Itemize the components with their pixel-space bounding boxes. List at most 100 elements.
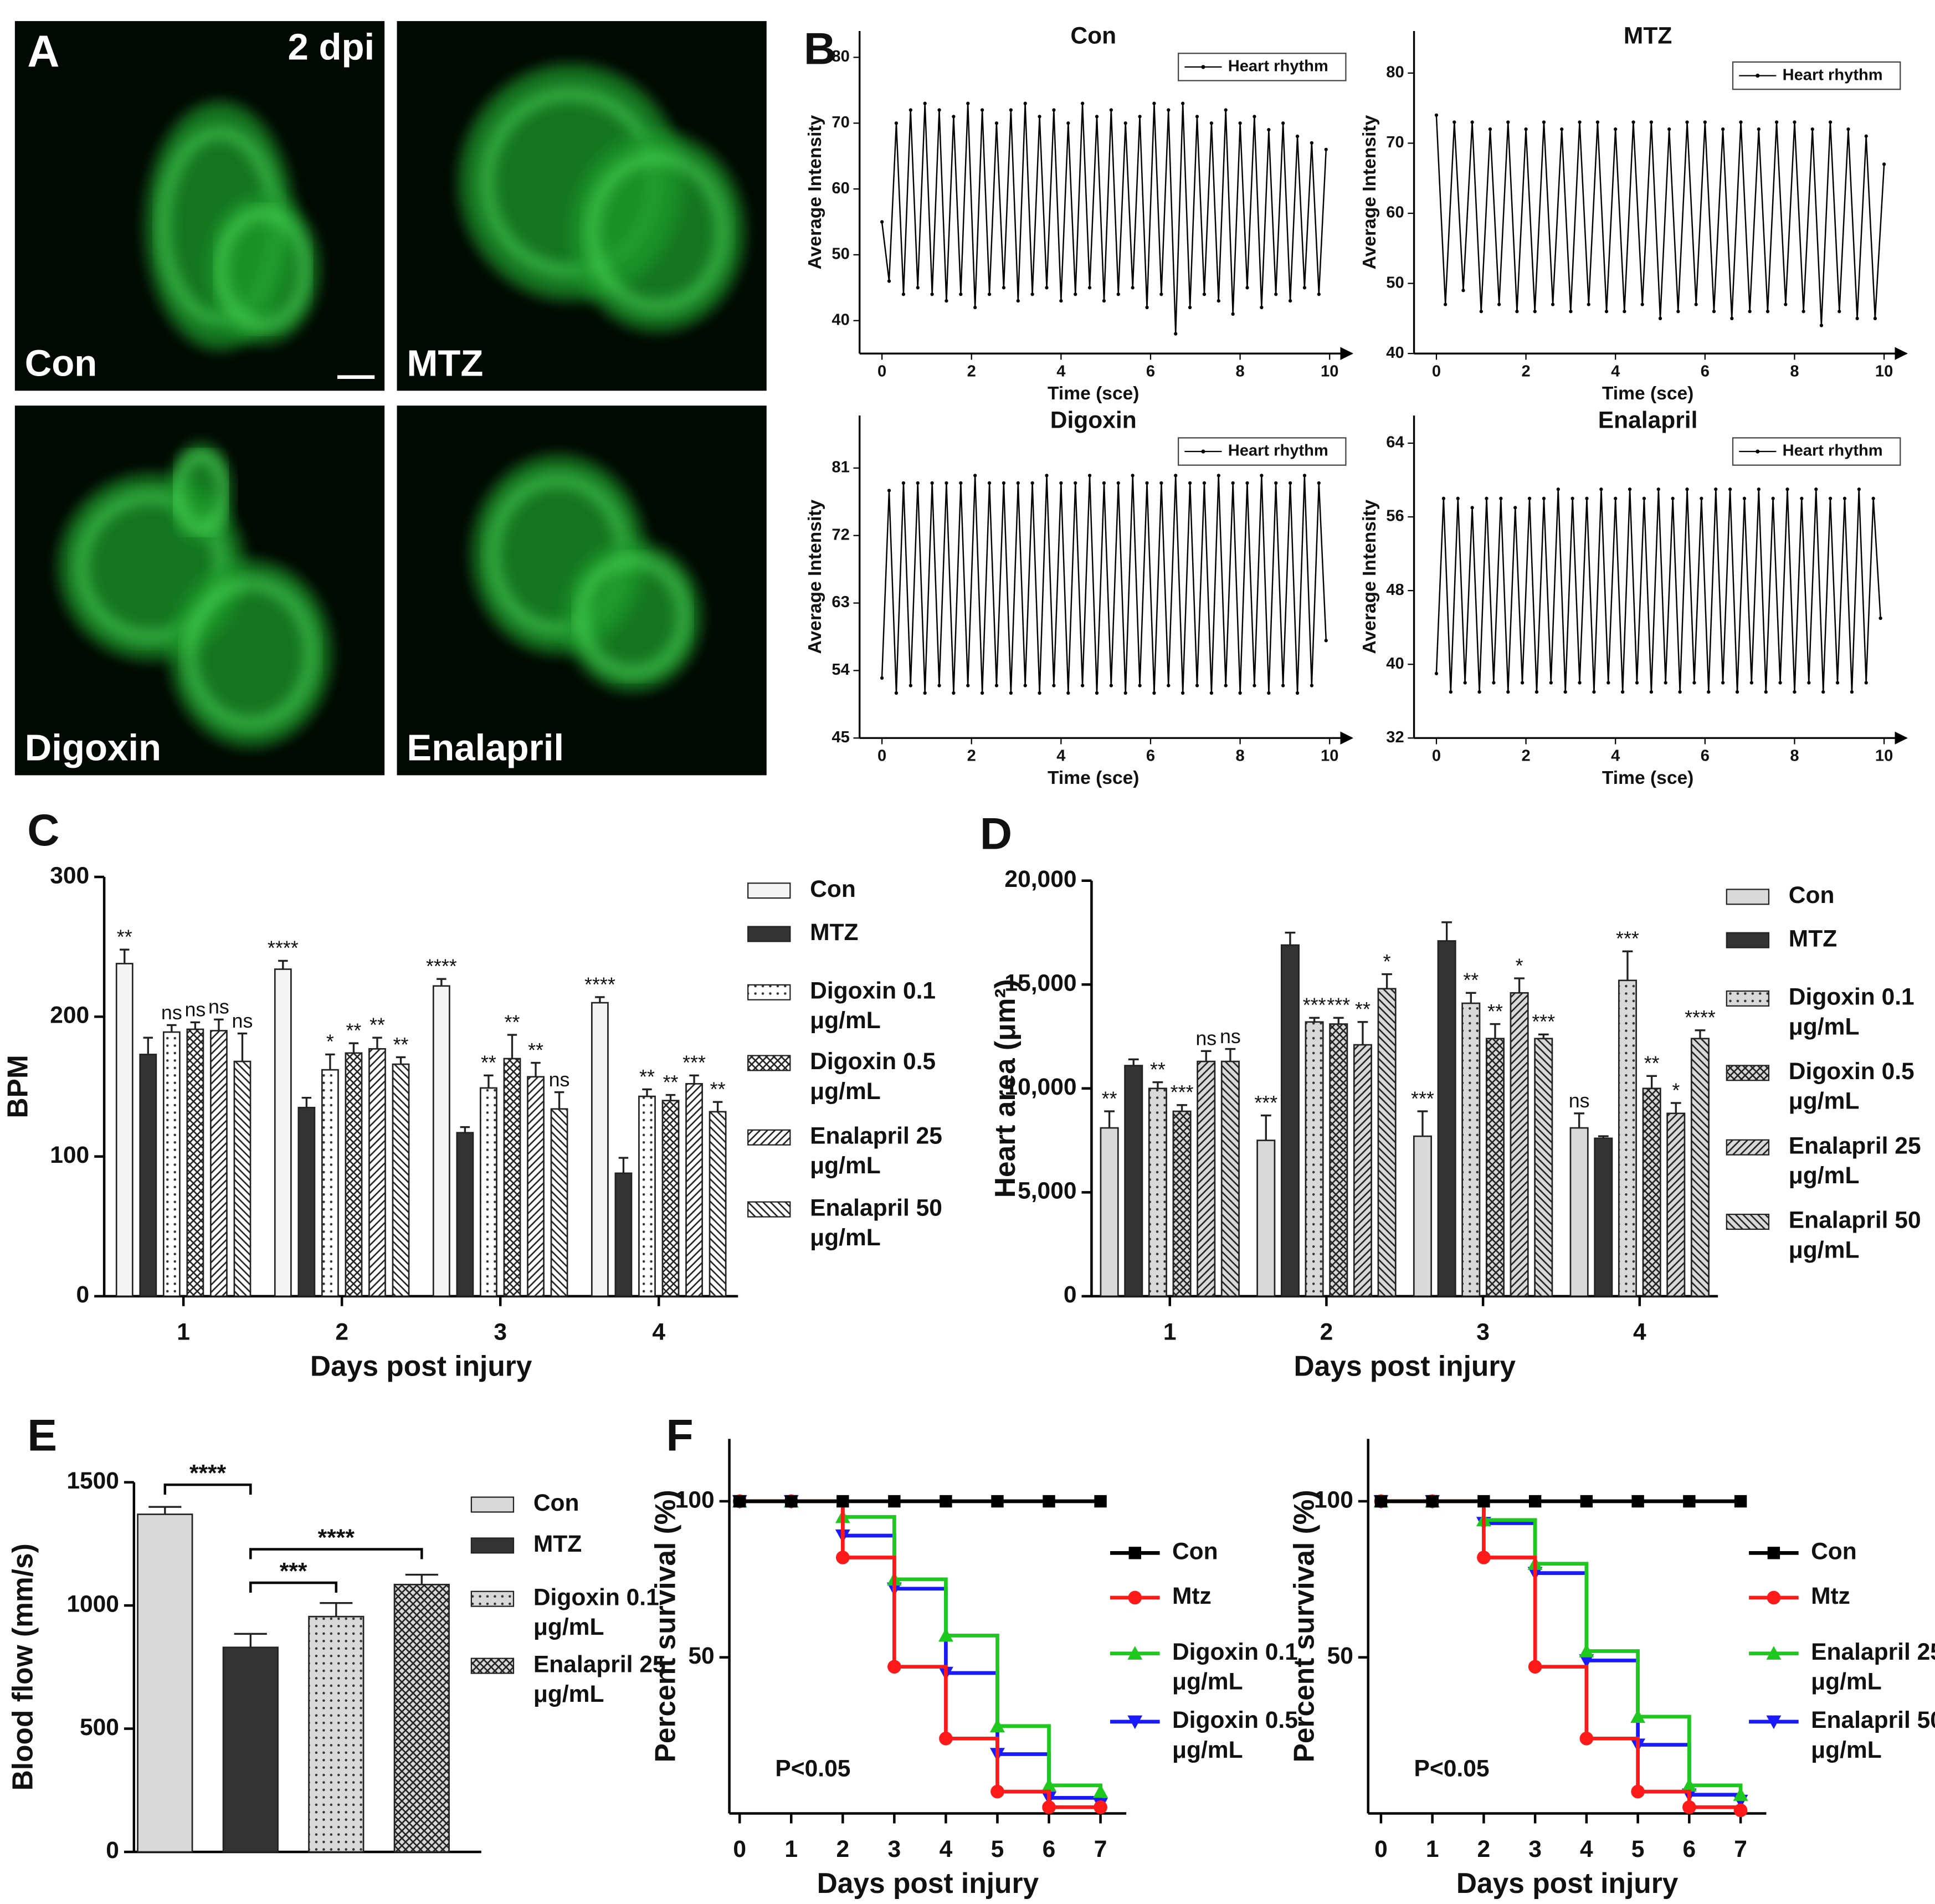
point [1587, 302, 1590, 306]
x-tick-label: 2 [1477, 1836, 1491, 1862]
marker [940, 1495, 952, 1508]
legend-label: Enalapril 25 μg/mL [533, 1652, 666, 1708]
point [1138, 115, 1142, 119]
y-tick-label: 80 [1386, 64, 1404, 81]
significance-label: ns [232, 1010, 253, 1032]
y-tick-label: 1000 [66, 1590, 119, 1617]
y-tick-label: 40 [832, 311, 849, 329]
legend-swatch [470, 1590, 515, 1607]
point [1310, 141, 1314, 145]
point [1882, 162, 1886, 166]
point [1174, 474, 1178, 478]
legend-box [1732, 61, 1901, 90]
point [923, 101, 927, 105]
marker [1734, 1495, 1747, 1508]
significance-label: ** [117, 926, 132, 948]
legend-swatch [1726, 1139, 1770, 1156]
point [1302, 474, 1307, 478]
legend-dot [1756, 74, 1760, 78]
point [1295, 134, 1300, 138]
legend-swatch [747, 984, 791, 1000]
point [1470, 506, 1474, 510]
point [937, 108, 941, 112]
comparison-bracket [163, 1483, 252, 1495]
chart-title: Enalapril [1598, 407, 1698, 434]
x-tick-label: 6 [1043, 1836, 1056, 1862]
legend-label: Digoxin 0.5 μg/mL [810, 1049, 936, 1106]
point [1174, 332, 1178, 336]
bar [162, 1031, 181, 1297]
point [973, 305, 977, 310]
bar [321, 1069, 339, 1297]
x-tick-label: 1 [784, 1836, 798, 1862]
y-tick-label: 80 [832, 48, 849, 65]
legend-label-box: Enalapril 50 μg/mL [1789, 1208, 1921, 1264]
marker [887, 1660, 901, 1674]
legend-label: Digoxin 0.1 μg/mL [533, 1585, 659, 1641]
point [1181, 691, 1185, 695]
point [1678, 690, 1682, 694]
legend-label-box: Con [533, 1491, 579, 1517]
significance-label: ** [369, 1014, 385, 1036]
bar [1485, 1038, 1505, 1297]
marker [990, 1718, 1005, 1732]
point [1131, 286, 1135, 290]
marker [1477, 1495, 1490, 1508]
x-tick-label: 2 [1320, 1318, 1333, 1345]
point [1549, 681, 1553, 685]
marker [1767, 1590, 1781, 1605]
marker [1580, 1495, 1593, 1508]
survival-line [740, 1499, 1102, 1792]
legend-label-box: Enalapril 25 μg/mL [1811, 1640, 1935, 1696]
legend-label-box: Con [810, 877, 856, 903]
x-tick-label: 8 [1235, 362, 1244, 380]
x-axis-label: Days post injury [310, 1349, 532, 1382]
point [1604, 310, 1609, 314]
point [1295, 691, 1300, 695]
point [1030, 481, 1034, 485]
bar [432, 985, 450, 1297]
point [1023, 684, 1027, 687]
point [1771, 496, 1775, 500]
significance-label: * [1383, 951, 1391, 973]
point [1570, 496, 1574, 500]
point [1694, 302, 1698, 306]
bar [638, 1095, 656, 1297]
bar [274, 968, 292, 1297]
marker [1631, 1495, 1644, 1508]
legend-label: Con [1172, 1539, 1218, 1566]
panel-letter: D [980, 809, 1012, 859]
significance-label: *** [682, 1052, 706, 1074]
x-tick-label: 1 [177, 1318, 190, 1345]
point [909, 108, 912, 112]
marker [1681, 1778, 1697, 1792]
point [1002, 481, 1006, 485]
significance-label: ** [1355, 998, 1371, 1020]
point [1023, 101, 1027, 105]
point [1202, 292, 1207, 296]
point [1542, 496, 1546, 500]
y-tick-label: 0 [1064, 1281, 1077, 1308]
point [930, 292, 934, 296]
y-tick-label: 10,000 [1004, 1074, 1076, 1100]
point [1145, 481, 1149, 485]
point [1231, 312, 1235, 316]
point [1488, 127, 1492, 131]
marker [1631, 1784, 1645, 1799]
point [994, 684, 999, 687]
point [1757, 487, 1761, 491]
legend-label-box: Enalapril 25 μg/mL [533, 1652, 666, 1708]
point [1195, 115, 1199, 119]
legend-label: Digoxin 0.5 μg/mL [1172, 1708, 1298, 1764]
point [1131, 474, 1135, 478]
x-tick-label: 7 [1094, 1836, 1107, 1862]
point [1714, 487, 1718, 491]
comparison-label: **** [189, 1460, 227, 1487]
point [966, 684, 970, 687]
point [1623, 310, 1626, 314]
bar [1510, 992, 1529, 1297]
marker [1042, 1800, 1056, 1814]
point [1838, 310, 1841, 314]
x-tick-label: 10 [1321, 362, 1338, 380]
y-axis-label: Percent survival (%) [649, 1490, 681, 1762]
